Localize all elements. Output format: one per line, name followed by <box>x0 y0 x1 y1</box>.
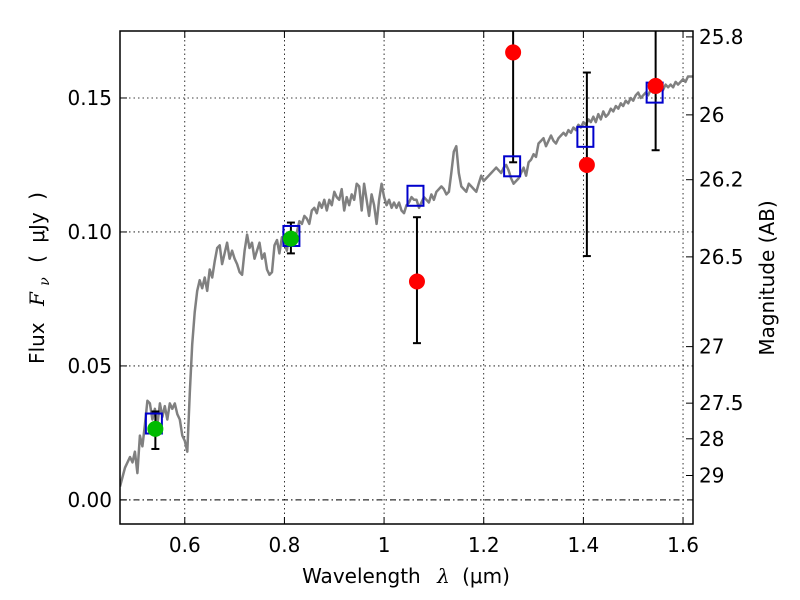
y-tick-label: 0.15 <box>67 86 112 110</box>
flux-data-point <box>147 420 164 437</box>
x-tick-label: 1.6 <box>667 533 699 557</box>
y-tick-label: 0.00 <box>67 488 112 512</box>
flux-data-point <box>647 77 664 94</box>
flux-data-point <box>578 156 595 173</box>
flux-data-point <box>505 44 522 61</box>
model-photometry-square <box>406 184 425 207</box>
x-tick-label: 1.4 <box>567 533 599 557</box>
y-axis-label-symbol: F <box>25 291 49 307</box>
magnitude-tick-label: 29 <box>699 464 724 488</box>
y-tick-label: 0.05 <box>67 354 112 378</box>
y-axis-label: Flux F ν ( μJy ) <box>25 192 54 364</box>
plot-frame <box>119 30 694 525</box>
x-tick-label: 1.2 <box>468 533 500 557</box>
model-photometry-square <box>576 125 595 148</box>
errorbar-layer <box>151 31 660 450</box>
x-tick-label: 1 <box>378 533 391 557</box>
flux-data-point <box>408 273 425 290</box>
x-tick-label: 0.8 <box>269 533 301 557</box>
y-tick-label: 0.10 <box>67 220 112 244</box>
x-axis-label-text: Wavelength <box>302 564 421 588</box>
y-axis-label-unit: μJy <box>25 212 49 243</box>
marker-layer <box>144 44 664 437</box>
x-axis-label-unit: (μm) <box>462 564 510 588</box>
y-axis-label-subscript: ν <box>37 277 53 286</box>
magnitude-tick-label: 26.5 <box>699 245 744 269</box>
y-axis-label-open-paren: ( <box>25 255 49 263</box>
y-axis-label-close-paren: ) <box>25 192 49 200</box>
x-tick-label: 0.6 <box>169 533 201 557</box>
y-axis-label-text: Flux <box>25 322 49 364</box>
right-axis-label: Magnitude (AB) <box>755 200 779 355</box>
model-spectrum-line <box>120 75 693 487</box>
magnitude-tick-label: 27 <box>699 335 724 359</box>
magnitude-tick-label: 26.2 <box>699 168 744 192</box>
magnitude-tick-label: 26 <box>699 103 724 127</box>
flux-data-point <box>282 230 299 247</box>
magnitude-tick-label: 28 <box>699 427 724 451</box>
magnitude-tick-label: 27.5 <box>699 391 744 415</box>
x-axis-label-symbol: λ <box>436 564 450 588</box>
magnitude-tick-label: 25.8 <box>699 25 744 49</box>
series-layer <box>120 75 693 487</box>
tick-layer: 0.6 0.8 1 1.2 1.4 1.6 0.00 0.05 0.10 0.15 25.8 26 26… <box>67 25 743 557</box>
x-axis-label: Wavelength λ (μm) <box>302 564 510 588</box>
model-photometry-square <box>503 155 522 178</box>
